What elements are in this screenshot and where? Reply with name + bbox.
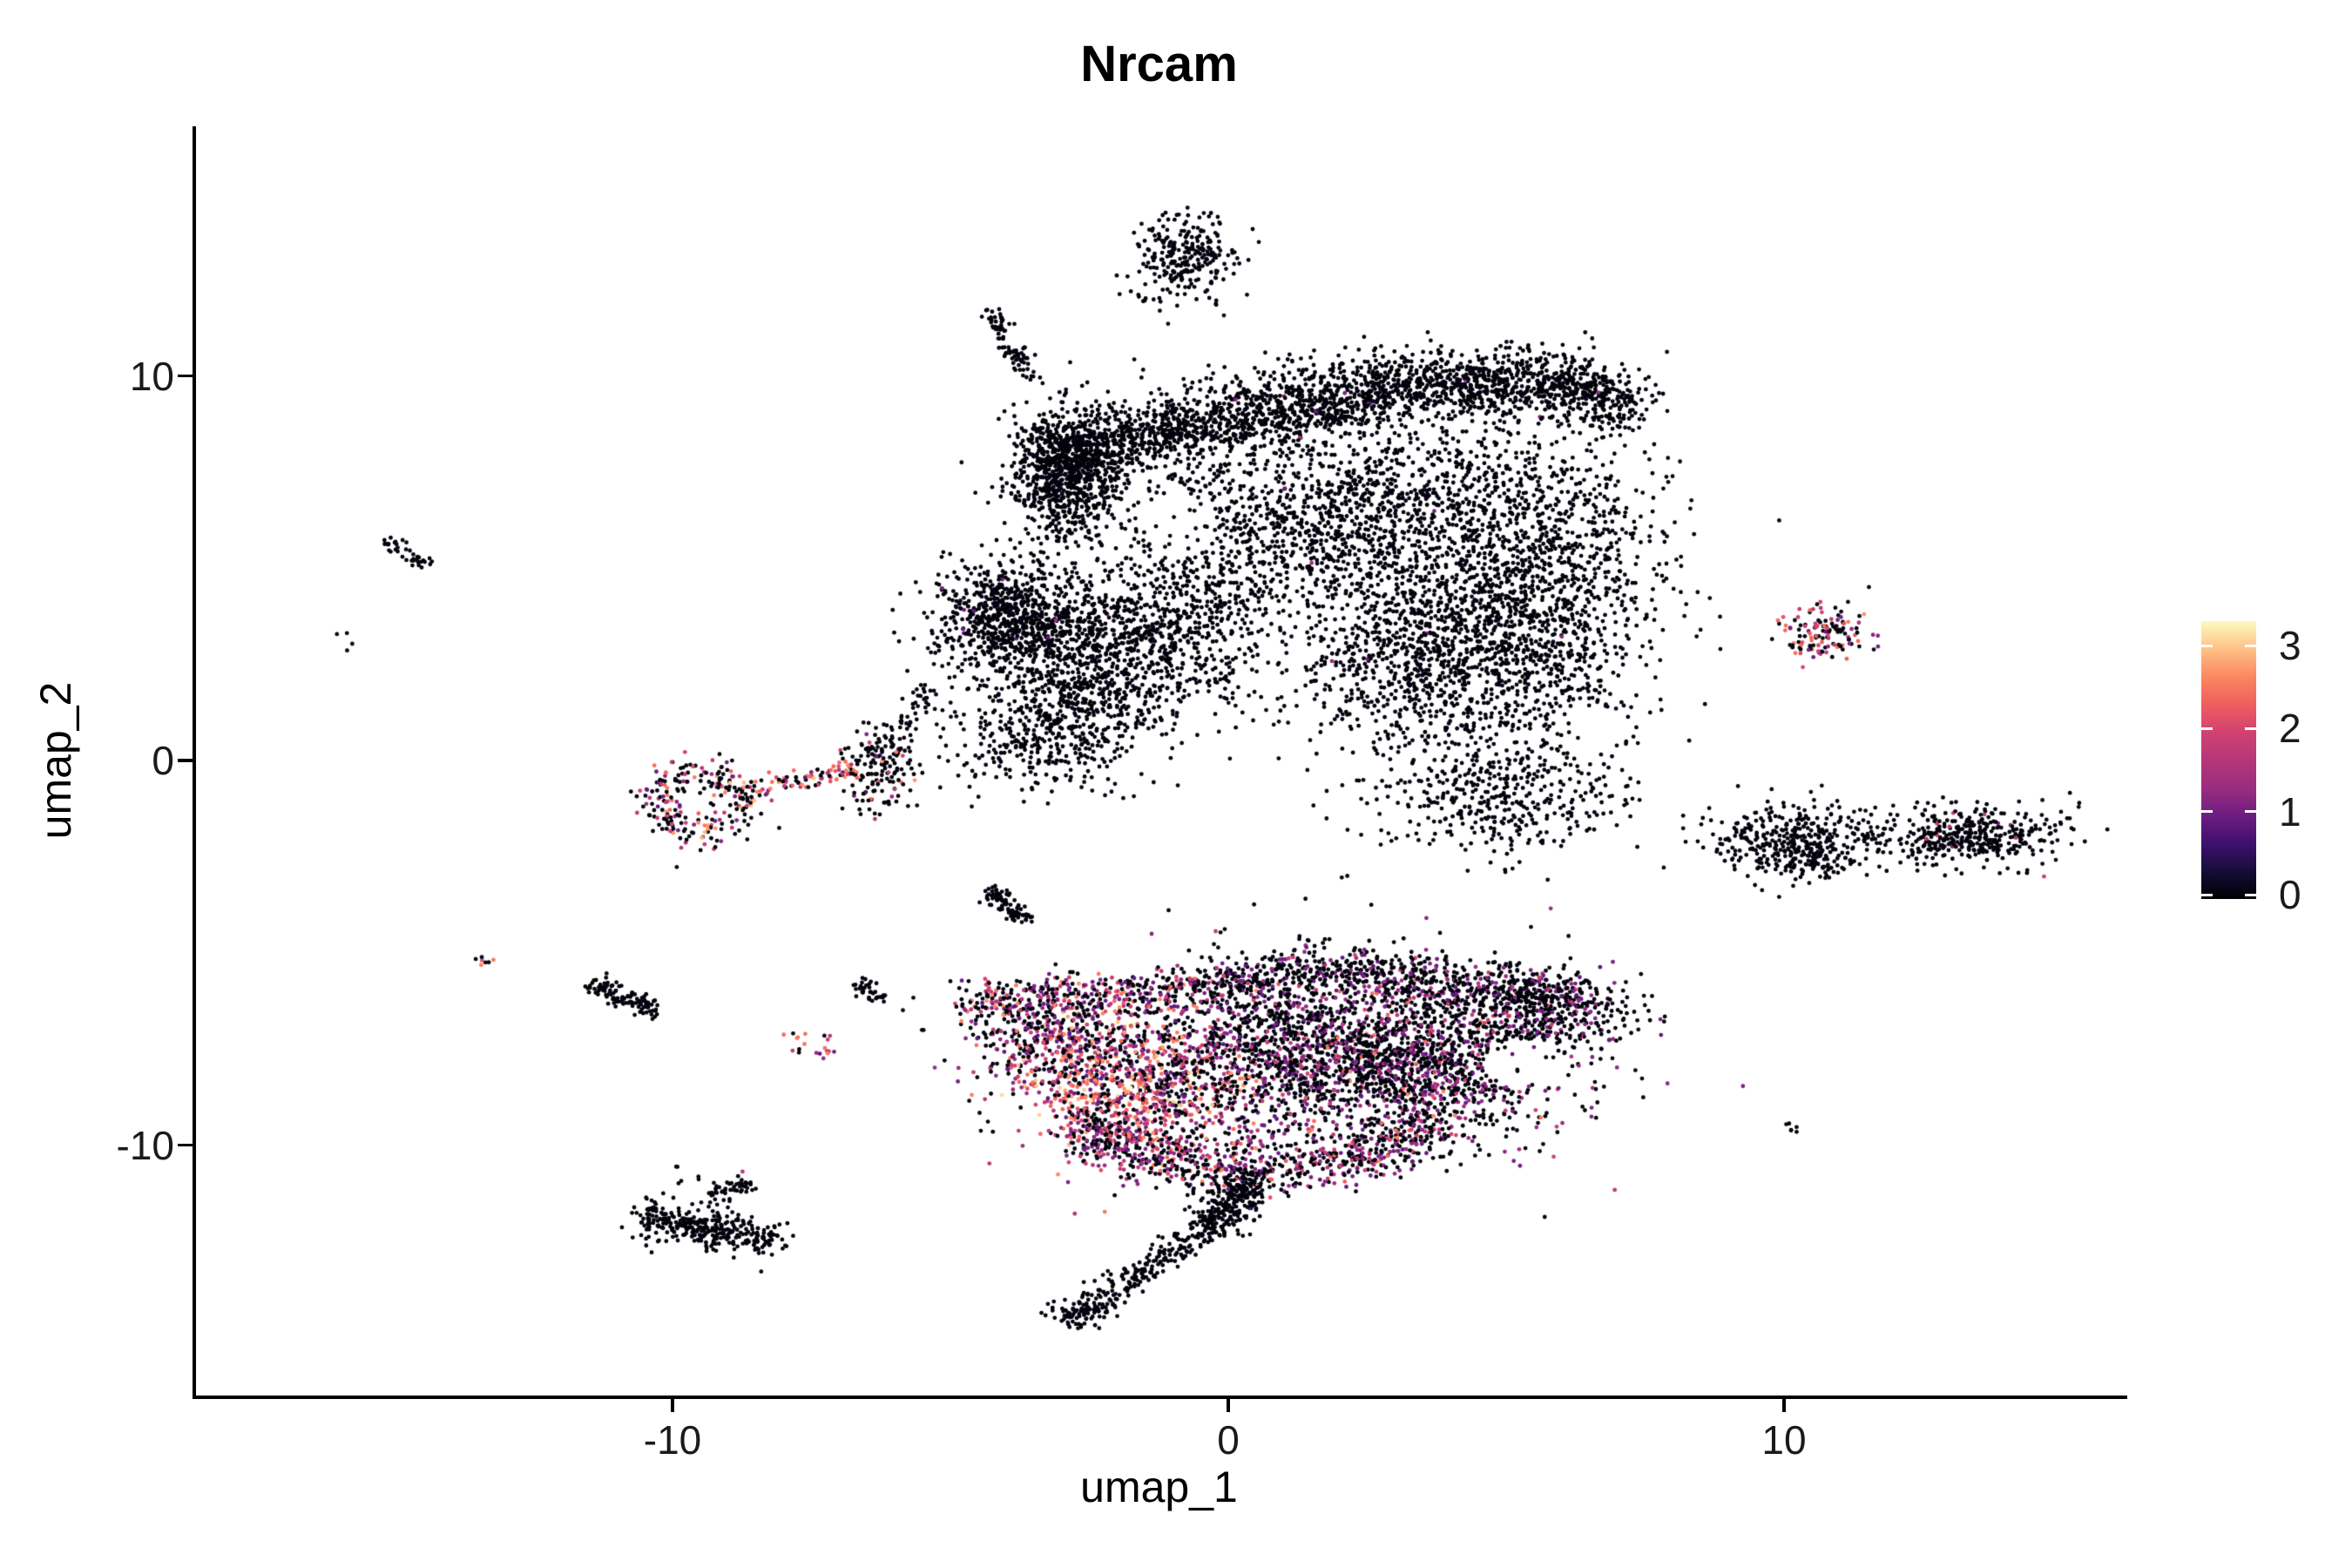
x-tick-mark [1227,1396,1230,1412]
colorbar-tick-mark [2245,810,2256,814]
colorbar-tick-mark [2201,727,2213,730]
colorbar-tick-mark [2201,810,2213,814]
colorbar-tick-mark [2245,727,2256,730]
colorbar-tick-label: 0 [2279,872,2301,917]
colorbar-tick-label: 1 [2279,788,2301,835]
x-axis-line [193,1396,2127,1399]
x-tick-label: 0 [1217,1417,1240,1463]
x-tick-mark [1782,1396,1786,1412]
x-tick-label: 10 [1761,1417,1807,1463]
y-tick-label: -10 [116,1122,174,1168]
x-tick-mark [671,1396,674,1412]
colorbar-tick-label: 3 [2279,623,2301,669]
x-tick-label: -10 [643,1417,702,1463]
y-axis-title: umap_2 [31,681,80,840]
y-tick-mark [178,759,194,762]
x-axis-title: umap_1 [1080,1463,1238,1511]
colorbar-tick-mark [2201,644,2213,647]
y-tick-mark [178,1143,194,1147]
colorbar-tick-label: 2 [2279,706,2301,752]
colorbar-gradient [2201,621,2256,899]
plot-title: Nrcam [1080,36,1238,92]
y-tick-label: 10 [129,353,174,399]
y-axis-line [193,126,196,1399]
colorbar-tick-mark [2245,893,2256,896]
colorbar-tick-mark [2245,644,2256,647]
colorbar-tick-mark [2201,893,2213,896]
y-tick-mark [178,374,194,378]
y-tick-label: 0 [152,738,174,783]
